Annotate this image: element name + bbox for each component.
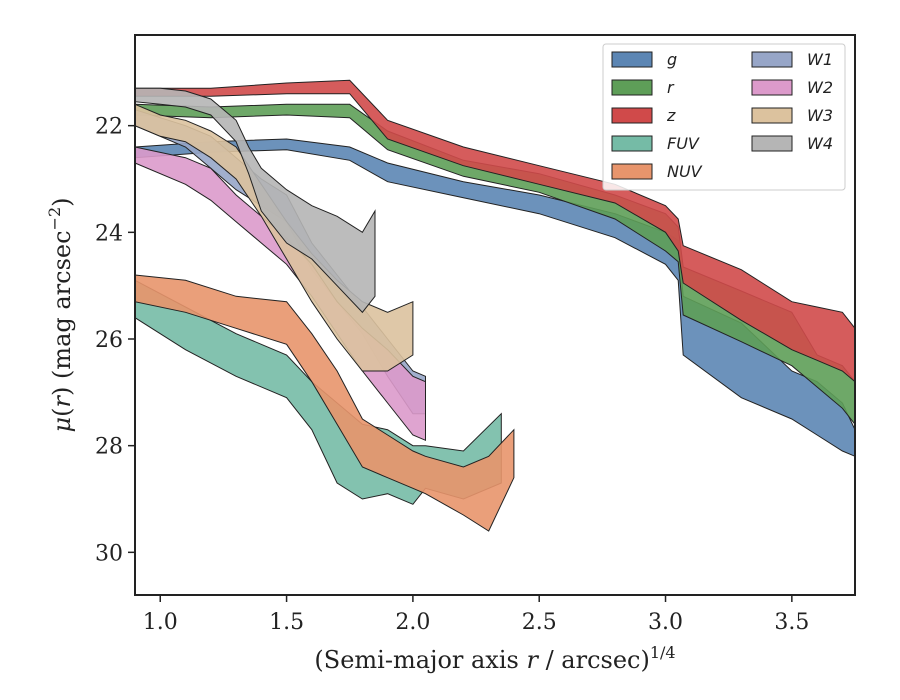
legend-swatch-z [611, 107, 653, 124]
legend-label-fuv: FUV [667, 134, 700, 153]
band-nuv [134, 274, 515, 532]
y-tick-label: 30 [95, 541, 123, 566]
legend-swatch-fuv [611, 135, 653, 152]
plot-frame [134, 34, 856, 596]
legend-swatch-r [611, 79, 653, 96]
x-axis-title: (Semi-major axis r / arcsec)1/4 [314, 643, 675, 674]
legend-label-w3: W3 [807, 106, 833, 125]
x-tick-label: 3.5 [774, 610, 809, 635]
legend-swatch-w4 [751, 135, 793, 152]
y-axis-ticks: 22 24 26 28 30 [95, 115, 135, 566]
legend-label-z: z [666, 106, 676, 125]
y-tick-label: 24 [95, 221, 123, 246]
x-tick-label: 3.0 [648, 610, 683, 635]
x-tick-label: 2.5 [522, 610, 557, 635]
legend-swatch-w1 [751, 51, 793, 68]
y-tick-label: 28 [95, 435, 123, 460]
legend-label-w1: W1 [807, 50, 833, 69]
legend-swatch-w3 [751, 107, 793, 124]
x-axis-ticks: 1.0 1.5 2.0 2.5 3.0 3.5 [143, 595, 809, 635]
surface-brightness-bands [134, 79, 856, 532]
y-axis-title: μ(r) (mag arcsec−2) [45, 197, 76, 432]
legend-label-w2: W2 [807, 78, 833, 97]
x-tick-label: 1.5 [269, 610, 304, 635]
legend-label-r: r [667, 78, 675, 97]
x-tick-label: 2.0 [395, 610, 430, 635]
legend-label-nuv: NUV [667, 162, 703, 181]
y-tick-label: 26 [95, 328, 123, 353]
band-w4 [134, 87, 376, 314]
y-tick-label: 22 [95, 115, 123, 140]
legend-swatch-g [611, 51, 653, 68]
legend-swatch-nuv [611, 163, 653, 180]
legend-label-w4: W4 [807, 134, 833, 153]
legend: grz FUV NUV W1 W2 W3 W4 [602, 43, 846, 191]
legend-swatch-w2 [751, 79, 793, 96]
x-tick-label: 1.0 [143, 610, 178, 635]
band-w3 [134, 103, 414, 372]
legend-label-g: g [667, 50, 677, 69]
